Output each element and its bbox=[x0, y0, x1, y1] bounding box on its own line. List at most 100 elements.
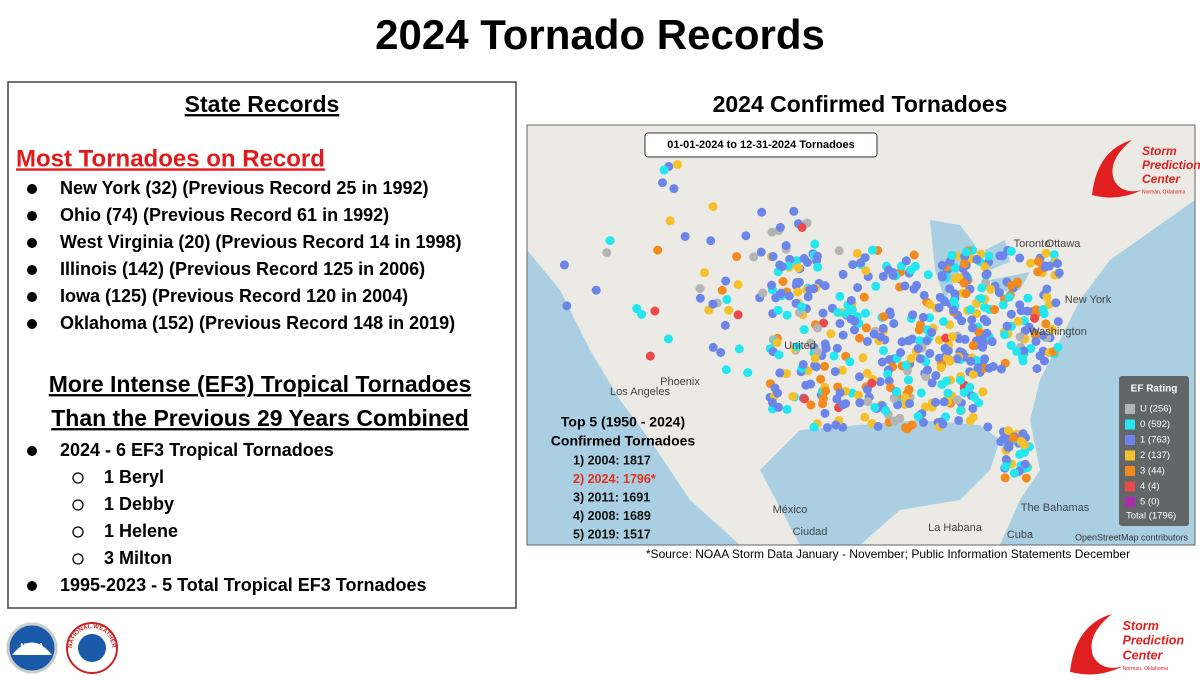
tornado-dot bbox=[720, 320, 730, 330]
tornado-dot bbox=[562, 301, 572, 311]
tornado-dot bbox=[1053, 317, 1063, 327]
tornado-dot bbox=[1019, 346, 1029, 356]
tornado-dot bbox=[845, 357, 855, 367]
tornado-dot bbox=[1038, 304, 1048, 314]
pacific bbox=[527, 250, 740, 545]
tornado-dot bbox=[1021, 473, 1031, 483]
tornado-dot bbox=[846, 295, 856, 305]
tornado-dot bbox=[935, 292, 945, 302]
tornado-dot bbox=[900, 423, 910, 433]
tornado-dot bbox=[1001, 455, 1011, 465]
tornado-dot bbox=[669, 184, 679, 194]
tornado-dot bbox=[878, 346, 888, 356]
tornado-dot bbox=[955, 375, 965, 385]
legend-label: U (256) bbox=[1140, 404, 1172, 415]
tornado-dot bbox=[813, 262, 823, 272]
tornado-dot bbox=[1039, 356, 1049, 366]
tornado-dot bbox=[913, 411, 923, 421]
tornado-dot bbox=[1018, 356, 1028, 366]
date-range: 01-01-2024 to 12-31-2024 Tornadoes bbox=[667, 139, 855, 151]
tornado-dot bbox=[1033, 267, 1043, 277]
legend-total: Total (1796) bbox=[1126, 511, 1176, 522]
tornado-dot bbox=[984, 251, 994, 261]
tornado-dot bbox=[809, 422, 819, 432]
attribution: OpenStreetMap contributors bbox=[1075, 532, 1189, 542]
tornado-dot bbox=[819, 318, 829, 328]
legend-swatch bbox=[1125, 404, 1135, 414]
legend-swatch bbox=[1125, 419, 1135, 430]
tornado-dot bbox=[909, 250, 919, 260]
tornado-dot bbox=[602, 248, 612, 258]
tornado-dot bbox=[1000, 330, 1010, 340]
tornado-dot bbox=[1047, 324, 1057, 334]
tornado-dot bbox=[778, 277, 788, 287]
tornado-dot bbox=[892, 387, 902, 397]
bullet bbox=[72, 553, 84, 565]
spc-text: Prediction bbox=[1142, 158, 1200, 172]
legend-label: 5 (0) bbox=[1140, 497, 1160, 508]
tornado-dot bbox=[1044, 261, 1054, 271]
place-label: La Habana bbox=[928, 522, 983, 534]
top5-entry: 3) 2011: 1691 bbox=[573, 490, 650, 504]
tornado-dot bbox=[734, 344, 744, 354]
tornado-dot bbox=[706, 236, 716, 246]
tornado-dot bbox=[860, 412, 870, 422]
bullet bbox=[27, 238, 37, 248]
state-record: Iowa (125) (Previous Record 120 in 2004) bbox=[60, 286, 408, 306]
tornado-dot bbox=[947, 332, 957, 342]
tornado-dot bbox=[1003, 426, 1013, 436]
tornado-dot bbox=[923, 270, 933, 280]
tornado-dot bbox=[832, 394, 842, 404]
slide-title: 2024 Tornado Records bbox=[375, 11, 825, 58]
tornado-dot bbox=[954, 415, 964, 425]
legend-swatch bbox=[1125, 497, 1135, 507]
tornado-dot bbox=[1049, 250, 1059, 260]
tornado-dot bbox=[936, 363, 946, 373]
bullet bbox=[27, 265, 37, 275]
legend-box bbox=[1119, 376, 1189, 526]
bullet bbox=[27, 211, 37, 221]
tornado-dot bbox=[934, 353, 944, 363]
tornado-dot bbox=[853, 283, 863, 293]
tornado-dot bbox=[1041, 319, 1051, 329]
tornado-dot bbox=[979, 314, 989, 324]
tornado-dot bbox=[862, 336, 872, 346]
tornado-dot bbox=[1012, 277, 1022, 287]
tornado-dot bbox=[838, 269, 848, 279]
spc-text: Prediction bbox=[1123, 634, 1185, 648]
tornado-dot bbox=[822, 423, 832, 433]
tornado-dot bbox=[923, 365, 933, 375]
map-border bbox=[526, 124, 1196, 546]
tornado-dot bbox=[832, 343, 842, 353]
tornado-dot bbox=[871, 281, 881, 291]
legend-label: 1 (763) bbox=[1140, 435, 1170, 446]
tornado-dot bbox=[914, 325, 924, 335]
place-label: Ciudad bbox=[793, 526, 828, 538]
tornado-dot bbox=[987, 337, 997, 347]
tornado-dot bbox=[854, 333, 864, 343]
tornado-dot bbox=[672, 160, 682, 170]
tropical-item: 2024 - 6 EF3 Tropical Tornadoes bbox=[60, 440, 334, 460]
tornado-dot bbox=[922, 336, 932, 346]
spc-sub: Norman, Oklahoma bbox=[1123, 666, 1169, 672]
tornado-dot bbox=[1054, 268, 1064, 278]
tornado-dot bbox=[1044, 299, 1054, 309]
tornado-dot bbox=[743, 368, 753, 378]
tornado-dot bbox=[870, 402, 880, 412]
place-label: The Bahamas bbox=[1021, 502, 1090, 514]
tornado-dot bbox=[658, 178, 668, 188]
place-label: United bbox=[784, 340, 816, 352]
legend-title: EF Rating bbox=[1131, 384, 1178, 395]
spc-swirl bbox=[1070, 614, 1123, 675]
nws-logo: NATIONAL WEATHER SERVICE bbox=[0, 0, 118, 674]
bullet bbox=[72, 472, 84, 484]
tornado-dot bbox=[852, 248, 862, 258]
tornado-dot bbox=[915, 336, 925, 346]
tornado-dot bbox=[876, 332, 886, 342]
tornado-dot bbox=[973, 363, 983, 373]
tornado-dot bbox=[767, 280, 777, 290]
tornado-dot bbox=[858, 353, 868, 363]
tropical-heading: More Intense (EF3) Tropical Tornadoes bbox=[49, 371, 472, 397]
tornado-dot bbox=[906, 354, 916, 364]
tornado-dot bbox=[833, 307, 843, 317]
